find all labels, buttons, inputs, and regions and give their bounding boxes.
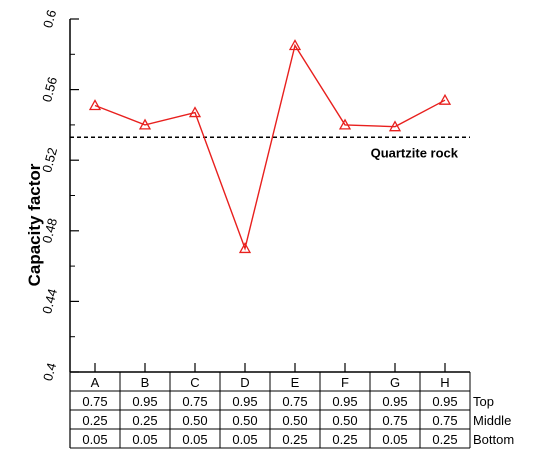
- y-tick-label: 0.44: [39, 287, 60, 315]
- y-tick-label: 0.6: [40, 8, 59, 29]
- table-cell: 0.75: [282, 394, 307, 409]
- table-cell: 0.05: [182, 432, 207, 447]
- table-row-label: Top: [473, 394, 494, 409]
- table-cell: 0.95: [232, 394, 257, 409]
- y-tick-label: 0.4: [40, 361, 59, 382]
- table-cell: 0.25: [332, 432, 357, 447]
- series-line: [94, 43, 446, 251]
- table-cell: 0.05: [82, 432, 107, 447]
- table-cell: 0.05: [232, 432, 257, 447]
- reference-line-group: Quartzite rock: [70, 136, 470, 160]
- category-label: C: [190, 375, 199, 390]
- axes: 0.4 0.44 0.48 0.52 0.56 0.6: [39, 8, 470, 383]
- data-point: [138, 118, 152, 130]
- data-point: [338, 118, 352, 130]
- category-label: E: [291, 375, 300, 390]
- category-label: F: [341, 375, 349, 390]
- table-cell: 0.75: [182, 394, 207, 409]
- data-point: [238, 242, 252, 254]
- table-cell: 0.25: [132, 413, 157, 428]
- table-cell: 0.50: [182, 413, 207, 428]
- category-label: B: [141, 375, 150, 390]
- table-cell: 0.05: [382, 432, 407, 447]
- table-cell: 0.25: [432, 432, 457, 447]
- parameter-table: A B C D E F G H 0.75 0.95 0.75 0.95 0.75 0.95 0.95 0.95…: [69, 372, 514, 449]
- data-point: [188, 106, 202, 118]
- y-tick-label: 0.52: [39, 146, 60, 174]
- table-cell: 0.75: [382, 413, 407, 428]
- table-cell: 0.50: [332, 413, 357, 428]
- category-label: A: [91, 375, 100, 390]
- table-cell: 0.95: [382, 394, 407, 409]
- table-cell: 0.25: [82, 413, 107, 428]
- reference-line-label: Quartzite rock: [371, 145, 459, 160]
- data-point: [388, 120, 402, 132]
- data-point: [438, 93, 452, 105]
- table-cell: 0.95: [132, 394, 157, 409]
- table-cell: 0.50: [232, 413, 257, 428]
- table-cell: 0.95: [432, 394, 457, 409]
- category-label: D: [240, 375, 249, 390]
- data-point: [288, 39, 302, 51]
- table-cell: 0.95: [332, 394, 357, 409]
- y-tick-label: 0.48: [39, 216, 60, 244]
- series-group: [88, 39, 452, 254]
- table-row-label: Middle: [473, 413, 511, 428]
- table-cell: 0.25: [282, 432, 307, 447]
- category-label: H: [440, 375, 449, 390]
- y-axis-label: Capacity factor: [25, 163, 44, 286]
- table-cell: 0.50: [282, 413, 307, 428]
- table-row-label: Bottom: [473, 432, 514, 447]
- category-label: G: [390, 375, 400, 390]
- y-tick-label: 0.56: [39, 75, 60, 103]
- data-point: [88, 99, 102, 111]
- table-cell: 0.75: [432, 413, 457, 428]
- table-cell: 0.05: [132, 432, 157, 447]
- table-cell: 0.75: [82, 394, 107, 409]
